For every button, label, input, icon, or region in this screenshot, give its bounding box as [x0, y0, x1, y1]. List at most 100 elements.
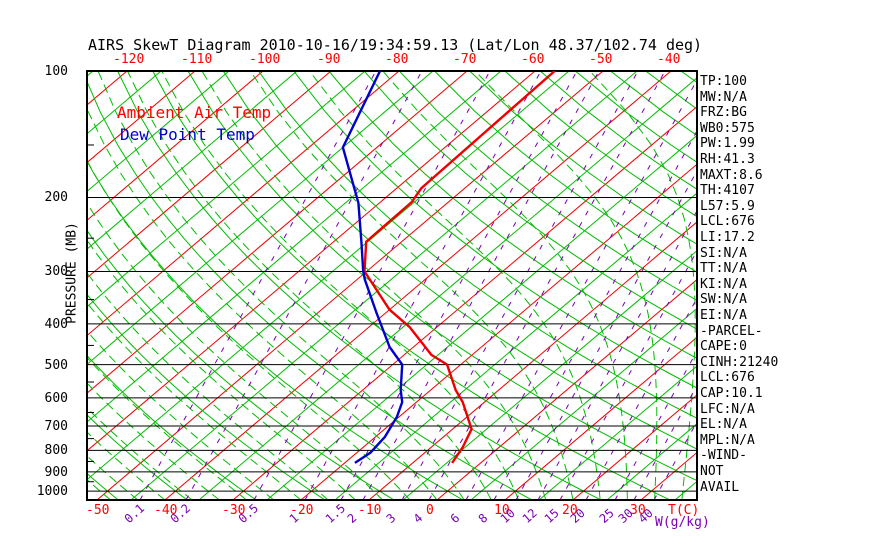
dry-adiabat [751, 71, 870, 500]
isotherm-major [232, 105, 697, 500]
dry-adiabat [87, 80, 533, 500]
isotherm-minor [130, 71, 638, 500]
pressure-axis-label: 500 [44, 357, 68, 373]
moist-adiabat [474, 71, 658, 500]
mixing-ratio-line [185, 71, 423, 500]
mixing-ratio-line [653, 420, 697, 500]
isotherm-major [87, 71, 264, 221]
top-axis-label: -110 [181, 52, 213, 67]
dry-adiabat [152, 71, 671, 500]
panel-line-l57: L57:5.9 [700, 198, 755, 214]
moist-adiabat [97, 71, 465, 500]
pressure-axis-label: 700 [44, 419, 68, 435]
panel-line-frz: FRZ:BG [700, 105, 747, 121]
panel-line-tt: TT:N/A [700, 261, 747, 277]
moist-adiabat [87, 202, 383, 500]
isotherm-major [87, 71, 468, 394]
dry-adiabat [398, 71, 697, 302]
panel-line-parcel: -PARCEL- [700, 323, 763, 339]
panel-line-ei: EI:N/A [700, 308, 747, 323]
mixing-ratio-line [139, 71, 377, 500]
bottom-axis-label: 20 [562, 503, 578, 518]
mixing-ratio-line [465, 78, 697, 500]
dry-adiabat [258, 71, 697, 419]
mixing-ratio-line [515, 169, 697, 500]
bottom-axis-label: -20 [290, 503, 314, 518]
mixing-ratio-line [253, 71, 491, 500]
mixing-ratio-line [428, 71, 666, 500]
dry-adiabat [504, 71, 697, 218]
pressure-axis-label: 800 [44, 443, 68, 459]
panel-line-not: NOT [700, 464, 724, 479]
panel-line-lfc: LFC:N/A [700, 401, 755, 417]
panel-line-maxt: MAXT:8.6 [700, 167, 763, 183]
dry-adiabat [293, 71, 697, 389]
isotherm-minor [87, 71, 298, 250]
top-axis-label: -100 [249, 52, 281, 67]
dry-adiabat [87, 229, 395, 500]
isotherm-minor [266, 134, 697, 500]
mixing-ratio-line [493, 129, 697, 500]
bottom-axis-label: -30 [222, 503, 246, 518]
isotherm-minor [0, 71, 25, 500]
isotherm-major [87, 71, 196, 164]
dry-adiabat [87, 414, 188, 500]
moist-adiabat [791, 71, 870, 500]
dry-adiabat [645, 71, 697, 110]
top-axis-label: -80 [385, 52, 409, 67]
bottom-axis-label: -40 [154, 503, 178, 518]
isotherm-major [504, 336, 697, 500]
isotherm-minor [334, 192, 697, 500]
moist-adiabat [87, 330, 275, 500]
bottom-axis-label: 10 [494, 503, 510, 518]
temperature-axis-title: T(C) [668, 503, 700, 518]
legend-ambient-air-temp: Ambient Air Temp [117, 103, 272, 122]
panel-line-wind: -WIND- [700, 448, 747, 464]
panel-line-li: LI:17.2 [700, 230, 755, 245]
moist-adiabat [201, 71, 547, 500]
bottom-axis-label: -10 [358, 503, 382, 518]
panel-line-pw: PW:1.99 [700, 136, 755, 152]
pressure-axis-label: 1000 [36, 484, 68, 500]
moist-adiabat [87, 159, 411, 500]
mixing-ratio-line [633, 384, 697, 500]
moist-adiabat [87, 407, 193, 500]
panel-line-lcl: LCL:676 [700, 214, 755, 230]
mixing-ratio-line [362, 71, 600, 500]
panel-line-ki: KI:N/A [700, 276, 747, 292]
dew-point-temp-curve [341, 71, 404, 464]
bottom-axis-label: 0 [426, 503, 434, 518]
panel-line-wb0: WB0:575 [700, 120, 755, 136]
isotherm-major [87, 71, 128, 106]
dry-adiabat [434, 71, 697, 273]
legend-dew-point-temp: Dew Point Temp [120, 125, 255, 144]
isotherm-minor [198, 77, 697, 500]
moist-adiabat [589, 71, 696, 500]
pressure-axis-label: 900 [44, 464, 68, 480]
panel-line-sw: SW:N/A [700, 292, 747, 308]
mixing-ratio-line [304, 71, 542, 500]
dry-adiabat [222, 71, 697, 450]
isotherm-major [87, 71, 332, 279]
isotherm-minor [87, 71, 230, 193]
isotherm-major [87, 71, 400, 337]
moist-adiabat [87, 272, 329, 500]
panel-line-mw: MW:N/A [700, 89, 747, 105]
dry-adiabat [87, 160, 464, 500]
pressure-axis-label: 400 [44, 316, 68, 332]
panel-line-el: EL:N/A [700, 417, 747, 433]
dry-adiabat [87, 472, 119, 500]
mixing-ratio-line [585, 297, 697, 500]
mixing-ratio-line [559, 249, 697, 500]
moist-adiabat [87, 302, 302, 500]
moist-adiabat [87, 356, 247, 500]
isotherm-major [164, 71, 672, 500]
moist-adiabat [87, 455, 139, 500]
plot-border [86, 70, 698, 501]
sounding-curves [341, 71, 556, 464]
top-axis-label: -60 [521, 52, 545, 67]
panel-line-cinh: CINH:21240 [700, 354, 779, 370]
isotherm-minor [87, 71, 570, 481]
moist-adiabat [87, 478, 111, 500]
